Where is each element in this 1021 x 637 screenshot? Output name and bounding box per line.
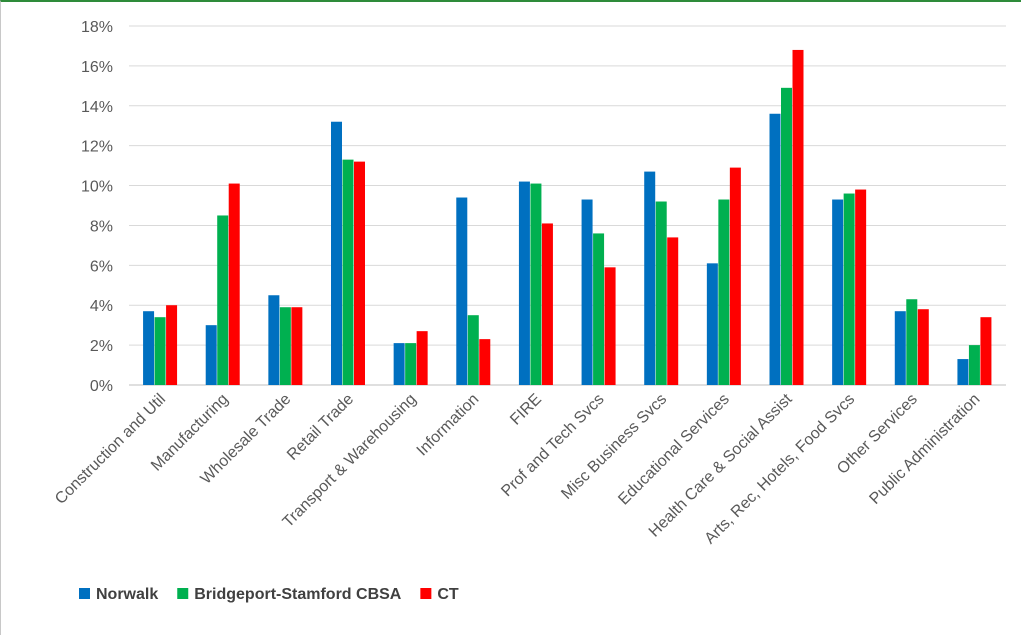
bar-bridgeport-stamford-cbsa bbox=[906, 299, 918, 385]
bar-bridgeport-stamford-cbsa bbox=[279, 307, 291, 385]
bar-ct bbox=[416, 331, 428, 385]
bar-ct bbox=[228, 183, 240, 385]
bar-bridgeport-stamford-cbsa bbox=[154, 317, 166, 385]
bar-ct bbox=[354, 161, 365, 385]
x-category-label: Misc Business Svcs bbox=[558, 391, 670, 503]
bar-bridgeport-stamford-cbsa bbox=[843, 193, 855, 385]
bar-norwalk bbox=[769, 113, 781, 385]
y-tick-label: 4% bbox=[90, 298, 113, 315]
legend: Norwalk Bridgeport-Stamford CBSA CT bbox=[79, 586, 459, 603]
bar-norwalk bbox=[205, 325, 217, 385]
bar-norwalk bbox=[894, 311, 906, 385]
y-tick-label: 16% bbox=[81, 59, 113, 76]
bar-norwalk bbox=[957, 359, 969, 385]
legend-label: CT bbox=[437, 586, 459, 603]
legend-label: Bridgeport-Stamford CBSA bbox=[194, 586, 402, 603]
bar-norwalk bbox=[393, 343, 405, 385]
legend-swatch bbox=[79, 588, 90, 599]
y-tick-label: 12% bbox=[81, 139, 113, 156]
y-tick-label: 14% bbox=[81, 99, 113, 116]
bar-ct bbox=[604, 267, 616, 385]
x-category-label: Transport & Warehousing bbox=[280, 391, 420, 531]
x-category-label: Educational Services bbox=[615, 391, 733, 509]
y-tick-label: 18% bbox=[81, 19, 113, 36]
bar-ct bbox=[917, 309, 929, 385]
bar-bridgeport-stamford-cbsa bbox=[405, 343, 417, 385]
legend-swatch bbox=[177, 588, 189, 599]
bar-bridgeport-stamford-cbsa bbox=[781, 87, 792, 386]
bar-ct bbox=[980, 317, 992, 385]
bar-norwalk bbox=[832, 199, 844, 385]
y-tick-label: 2% bbox=[90, 338, 113, 355]
bar-ct bbox=[291, 307, 303, 385]
bar-norwalk bbox=[644, 171, 656, 385]
x-category-label: FIRE bbox=[507, 391, 545, 429]
x-category-label: Public Administration bbox=[866, 391, 983, 508]
y-tick-label: 8% bbox=[90, 218, 113, 235]
bar-bridgeport-stamford-cbsa bbox=[530, 183, 542, 385]
legend-label: Norwalk bbox=[96, 586, 158, 603]
bar-ct bbox=[855, 189, 867, 385]
bar-norwalk bbox=[706, 263, 718, 385]
x-category-label: Prof and Tech Svcs bbox=[498, 391, 607, 500]
bar-ct bbox=[792, 49, 804, 385]
bar-norwalk bbox=[581, 199, 593, 385]
x-axis-labels: Construction and UtilManufacturingWholes… bbox=[52, 390, 983, 547]
bar-ct bbox=[541, 223, 553, 385]
y-tick-label: 6% bbox=[90, 258, 113, 275]
bar-bridgeport-stamford-cbsa bbox=[593, 233, 605, 385]
x-category-label: Construction and Util bbox=[52, 391, 169, 508]
bar-bridgeport-stamford-cbsa bbox=[467, 315, 479, 385]
bar-bridgeport-stamford-cbsa bbox=[655, 201, 667, 385]
legend-swatch bbox=[420, 588, 432, 599]
gridlines bbox=[129, 25, 1006, 386]
bar-ct bbox=[479, 339, 491, 385]
bar-bridgeport-stamford-cbsa bbox=[718, 199, 730, 385]
x-category-label: Information bbox=[414, 391, 483, 460]
y-axis-ticks: 0% 2% 4% 6% 8% 10% 12% 14% 16% 18% bbox=[81, 19, 113, 395]
bar-norwalk bbox=[331, 121, 342, 385]
bar-ct bbox=[729, 167, 741, 385]
bar-norwalk bbox=[143, 311, 155, 385]
bar-ct bbox=[166, 305, 178, 385]
bar-norwalk bbox=[268, 295, 280, 385]
y-tick-label: 0% bbox=[90, 378, 113, 395]
bar-bridgeport-stamford-cbsa bbox=[342, 159, 354, 385]
bar-ct bbox=[667, 237, 679, 385]
bar-bridgeport-stamford-cbsa bbox=[217, 215, 229, 385]
y-tick-label: 10% bbox=[81, 179, 113, 196]
bar-bridgeport-stamford-cbsa bbox=[968, 345, 980, 385]
bar-norwalk bbox=[518, 181, 530, 385]
bars bbox=[143, 49, 992, 386]
bar-norwalk bbox=[456, 197, 468, 385]
